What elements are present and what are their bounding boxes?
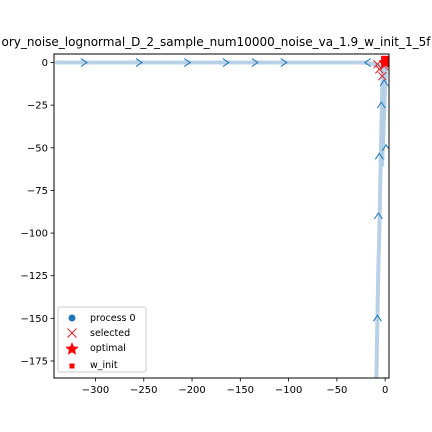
x-tick-label: −300 [82,385,109,396]
trajectory-arrow [372,314,382,322]
trajectory-arrow [280,58,288,67]
trajectory-arrow [376,101,386,109]
trajectory-arrow [135,58,143,67]
optimal-marker [378,55,389,69]
trajectory-arrow [379,79,389,87]
x-axis-ticks: −300 −250 −200 −150 −100 −50 0 [82,378,388,396]
trajectory-arrow [374,152,384,160]
y-tick-label: −125 [21,271,48,282]
trajectory-path [54,60,386,68]
trajectory-arrow [373,212,383,220]
y-tick-label: −25 [27,101,48,112]
trajectory-path [374,63,386,378]
trajectory-arrow [363,58,372,67]
legend-label-selected: selected [90,328,130,339]
trajectory-path [380,63,389,167]
y-axis-ticks: 0 −25 −50 −75 −100 −125 −150 −175 [21,58,54,367]
chart-title: ory_noise_lognormal_D_2_sample_num10000_… [2,35,432,49]
y-tick-label: −50 [27,143,48,154]
legend-label-w-init: w_init [90,360,118,371]
trajectory-arrow [222,58,230,67]
trajectory-arrow [183,58,192,67]
x-tick-label: −200 [178,385,205,396]
legend-frame [57,306,147,373]
plot-area [54,55,389,378]
trajectory-arrow [251,58,259,67]
trajectory-arrows [80,58,389,322]
trajectory-arrow [80,58,88,67]
plot-frame [53,53,390,379]
legend-label-process: process 0 [90,313,136,324]
x-tick-label: 0 [382,385,388,396]
legend-swatch-w-init [69,363,75,369]
legend: process 0 selected optimal w_init [57,306,147,373]
y-tick-label: −150 [21,314,48,325]
x-tick-label: −250 [130,385,157,396]
y-tick-label: −100 [21,229,48,240]
legend-swatch-selected [67,328,77,338]
y-tick-label: 0 [42,58,48,69]
x-tick-label: −150 [227,385,254,396]
legend-item-w-init: w_init [69,360,118,371]
legend-item-optimal: optimal [65,342,126,355]
legend-item-process: process 0 [68,313,136,324]
x-tick-label: −50 [326,385,347,396]
legend-swatch-optimal [65,342,79,355]
marker-layer [373,55,389,81]
legend-swatch-process [68,314,76,322]
x-tick-label: −100 [275,385,302,396]
y-tick-label: −75 [27,186,48,197]
legend-item-selected: selected [67,328,130,339]
selected-marker [377,71,387,81]
y-tick-label: −175 [21,356,48,367]
legend-label-optimal: optimal [90,343,126,354]
